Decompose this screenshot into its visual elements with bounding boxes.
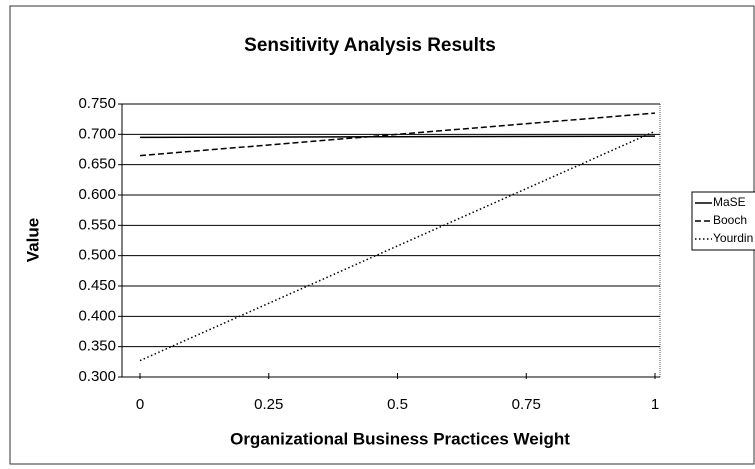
chart-title: Sensitivity Analysis Results	[244, 35, 496, 56]
y-tick-label: 0.650	[78, 156, 116, 173]
y-tick-label: 0.550	[78, 216, 116, 233]
chart-frame	[9, 5, 755, 465]
y-tick-label: 0.350	[78, 338, 116, 355]
y-tick-label: 0.600	[78, 186, 116, 203]
x-tick-label: 0.75	[512, 396, 541, 413]
series-line	[139, 112, 656, 157]
series-line	[139, 135, 656, 139]
y-axis-label: Value	[23, 218, 42, 262]
y-tick-label: 0.400	[78, 307, 116, 324]
x-axis-label: Organizational Business Practices Weight	[230, 429, 570, 448]
x-tick-label: 0.5	[387, 396, 408, 413]
legend-label: MaSE	[713, 195, 746, 209]
y-tick-label: 0.300	[78, 368, 116, 385]
legend-box	[691, 191, 755, 251]
x-tick-label: 0.25	[254, 396, 283, 413]
y-tick-label: 0.500	[78, 247, 116, 264]
legend-label: Booch	[713, 213, 747, 227]
x-tick-label: 1	[651, 396, 659, 413]
y-tick-label: 0.700	[78, 125, 116, 142]
y-tick-label: 0.450	[78, 277, 116, 294]
y-tick-label: 0.750	[78, 95, 116, 112]
legend-label: Yourdin	[713, 231, 753, 245]
x-tick-label: 0	[136, 396, 144, 413]
